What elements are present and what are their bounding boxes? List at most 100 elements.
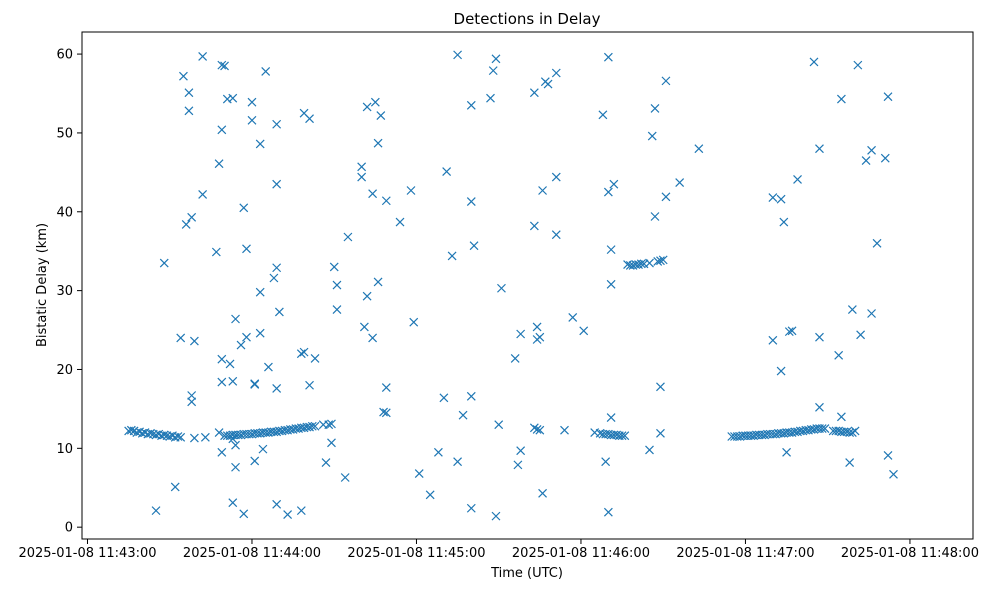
x-tick-label: 2025-01-08 11:44:00 bbox=[183, 546, 321, 561]
data-point bbox=[433, 447, 443, 457]
data-point bbox=[466, 100, 476, 110]
data-point bbox=[836, 412, 846, 422]
y-tick-label: 50 bbox=[56, 126, 73, 141]
data-point bbox=[486, 93, 495, 103]
data-point bbox=[782, 447, 791, 457]
data-point bbox=[173, 432, 183, 441]
data-point bbox=[255, 139, 265, 149]
data-point bbox=[787, 326, 797, 336]
y-tick-label: 0 bbox=[65, 521, 73, 536]
x-tick-label: 2025-01-08 11:46:00 bbox=[512, 546, 650, 561]
x-tick-label: 2025-01-08 11:43:00 bbox=[18, 546, 156, 561]
data-point bbox=[466, 503, 476, 513]
data-point bbox=[250, 456, 260, 466]
plot-area bbox=[81, 31, 974, 540]
data-point bbox=[231, 314, 240, 324]
data-point bbox=[198, 190, 208, 199]
data-point bbox=[217, 377, 227, 387]
data-point bbox=[310, 421, 320, 431]
data-point bbox=[850, 426, 860, 436]
data-point bbox=[340, 473, 350, 482]
data-point bbox=[409, 317, 419, 327]
data-point bbox=[228, 376, 238, 386]
y-tick-label: 30 bbox=[56, 284, 73, 299]
data-point bbox=[538, 186, 548, 195]
data-point bbox=[856, 330, 866, 340]
data-point bbox=[847, 428, 857, 437]
data-point bbox=[220, 61, 229, 71]
data-point bbox=[255, 287, 265, 297]
data-point bbox=[425, 490, 435, 500]
data-point bbox=[497, 283, 506, 293]
data-point bbox=[332, 305, 342, 314]
data-point bbox=[538, 488, 548, 498]
data-point bbox=[510, 354, 520, 363]
y-tick-label: 10 bbox=[56, 442, 73, 457]
data-point bbox=[187, 212, 197, 222]
x-tick-label: 2025-01-08 11:45:00 bbox=[347, 546, 485, 561]
data-point bbox=[305, 114, 314, 124]
data-point bbox=[603, 52, 613, 62]
data-point bbox=[332, 280, 342, 290]
data-point bbox=[768, 335, 778, 345]
data-point bbox=[845, 428, 855, 437]
data-point bbox=[845, 458, 855, 467]
data-point bbox=[606, 413, 616, 422]
data-point bbox=[883, 92, 893, 102]
data-point bbox=[535, 425, 545, 435]
y-tick-label: 20 bbox=[56, 363, 73, 378]
data-point bbox=[269, 273, 279, 283]
data-point bbox=[225, 359, 235, 369]
data-point bbox=[264, 362, 273, 372]
data-point bbox=[381, 408, 391, 418]
data-point bbox=[242, 332, 251, 342]
data-point bbox=[239, 203, 249, 213]
data-point bbox=[343, 232, 353, 242]
data-point bbox=[296, 506, 306, 516]
data-point bbox=[535, 332, 545, 342]
data-point bbox=[214, 159, 224, 169]
data-point bbox=[656, 428, 665, 438]
data-point bbox=[466, 391, 476, 401]
data-point bbox=[255, 328, 265, 338]
x-tick-label: 2025-01-08 11:48:00 bbox=[841, 546, 979, 561]
data-point bbox=[247, 97, 257, 107]
data-point bbox=[373, 138, 383, 148]
data-point bbox=[488, 66, 498, 76]
data-point bbox=[379, 407, 388, 417]
data-point bbox=[247, 115, 257, 125]
data-point bbox=[645, 445, 654, 455]
data-point bbox=[198, 52, 208, 61]
data-point bbox=[176, 333, 186, 343]
data-point bbox=[373, 277, 383, 287]
data-point bbox=[159, 430, 169, 440]
data-point bbox=[466, 197, 476, 206]
data-point bbox=[793, 175, 802, 184]
data-point bbox=[299, 347, 309, 357]
data-point bbox=[776, 194, 786, 204]
data-point bbox=[414, 469, 424, 478]
data-point bbox=[458, 410, 468, 420]
data-point bbox=[636, 259, 646, 269]
data-point bbox=[815, 332, 824, 342]
data-point bbox=[307, 421, 317, 431]
data-point bbox=[529, 88, 539, 98]
data-point bbox=[694, 144, 704, 154]
data-point bbox=[368, 333, 378, 343]
data-point bbox=[560, 425, 569, 435]
data-point bbox=[274, 307, 284, 317]
data-point bbox=[551, 172, 561, 182]
data-point bbox=[532, 322, 542, 332]
data-point bbox=[370, 97, 380, 107]
data-point bbox=[847, 305, 857, 314]
data-point bbox=[272, 263, 282, 273]
data-point bbox=[381, 383, 391, 393]
data-point bbox=[551, 230, 561, 240]
data-point bbox=[228, 434, 238, 444]
data-point bbox=[181, 219, 191, 229]
data-point bbox=[126, 425, 136, 435]
data-point bbox=[579, 326, 589, 336]
data-point bbox=[296, 349, 306, 359]
data-point bbox=[329, 262, 339, 272]
